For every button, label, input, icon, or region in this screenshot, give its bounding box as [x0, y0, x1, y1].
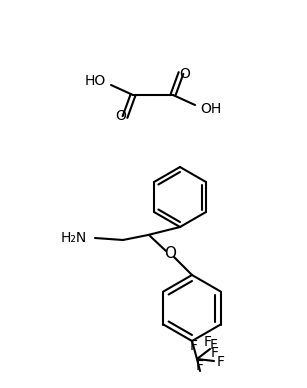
Text: HO: HO [85, 74, 106, 88]
Text: F: F [217, 355, 225, 369]
Text: H₂N: H₂N [61, 231, 87, 245]
Text: F: F [204, 335, 212, 349]
Text: F: F [211, 346, 219, 360]
Text: O: O [164, 246, 176, 260]
Text: F: F [210, 338, 218, 352]
Text: OH: OH [200, 102, 221, 116]
Text: O: O [115, 109, 126, 123]
Text: O: O [180, 67, 190, 81]
Text: F: F [196, 359, 204, 373]
Text: F: F [190, 339, 198, 353]
